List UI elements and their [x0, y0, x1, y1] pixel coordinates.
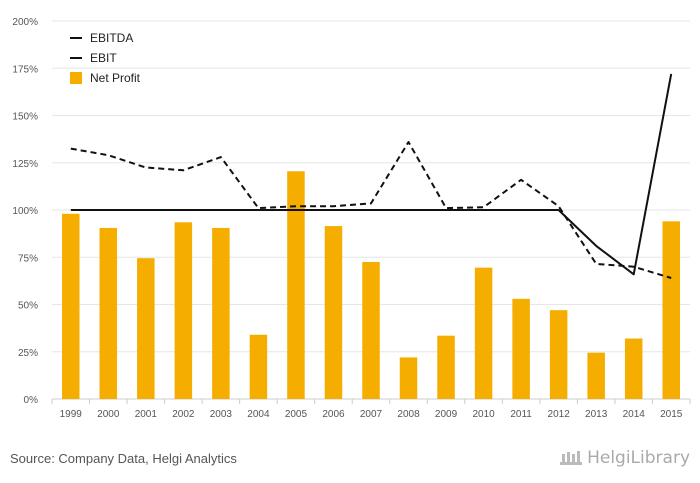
x-tick-label: 2007	[360, 409, 383, 420]
chart-legend: EBITDA EBIT Net Profit	[70, 28, 140, 88]
y-tick-label: 175%	[12, 64, 38, 75]
legend-item-ebitda: EBITDA	[70, 28, 140, 48]
x-tick-label: 2011	[510, 409, 532, 420]
bar-net-profit	[624, 338, 643, 399]
bar-net-profit	[249, 334, 268, 399]
bar-net-profit	[437, 335, 455, 399]
footer	[0, 440, 700, 483]
bar-net-profit	[549, 310, 568, 399]
line-ebitda	[70, 141, 672, 279]
source-note: Source: Company Data, Helgi Analytics	[10, 451, 237, 466]
x-tick-label: 2000	[97, 409, 120, 420]
x-tick-label: 2002	[172, 409, 195, 420]
legend-swatch-bar	[70, 72, 82, 84]
bar-net-profit	[399, 357, 418, 399]
legend-item-net-profit: Net Profit	[70, 68, 140, 88]
series-lines	[70, 73, 673, 279]
library-icon	[560, 451, 583, 465]
y-tick-label: 200%	[12, 17, 38, 28]
x-tick-label: 2014	[623, 409, 646, 420]
x-tick-label: 2010	[472, 409, 495, 420]
legend-swatch-dashed	[70, 37, 82, 39]
y-tick-label: 75%	[18, 253, 38, 264]
legend-label-ebitda: EBITDA	[90, 31, 134, 45]
y-tick-label: 50%	[18, 301, 38, 312]
bar-net-profit	[174, 222, 193, 399]
bar-net-profit	[362, 261, 380, 399]
x-axis-ticks: 1999 2000 2001 2002 2003 2004 2005 2006 2007 2008…	[51, 399, 691, 420]
legend-label-ebit: EBIT	[90, 51, 117, 65]
y-tick-label: 150%	[12, 112, 38, 123]
legend-swatch-solid	[70, 57, 82, 59]
line-ebit	[70, 73, 673, 276]
bar-net-profit	[587, 352, 605, 399]
bar-net-profit	[512, 298, 530, 399]
y-tick-label: 100%	[12, 206, 38, 217]
x-tick-label: 2006	[322, 409, 345, 420]
brand-logo: HelgiLibrary	[559, 448, 690, 468]
x-tick-label: 2001	[135, 409, 158, 420]
chart-canvas: 0% 25% 50% 75% 100% 125% 150% 175% 200% 1999 2000…	[12, 17, 691, 420]
legend-label-net-profit: Net Profit	[90, 71, 141, 85]
bar-net-profit	[474, 267, 493, 399]
x-tick-label: 2005	[285, 409, 308, 420]
x-tick-label: 2009	[435, 409, 458, 420]
y-tick-label: 0%	[24, 395, 39, 406]
brand-name: HelgiLibrary	[587, 448, 690, 468]
bar-net-profit	[137, 258, 155, 399]
x-tick-label: 1999	[60, 409, 83, 420]
y-axis-ticks: 0% 25% 50% 75% 100% 125% 150% 175% 200%	[12, 17, 38, 406]
x-tick-label: 2008	[397, 409, 420, 420]
x-tick-label: 2013	[585, 409, 608, 420]
y-tick-label: 125%	[12, 159, 38, 170]
bar-net-profit	[324, 226, 343, 399]
net-profit-bars	[62, 171, 680, 399]
x-tick-label: 2012	[548, 409, 571, 420]
x-tick-label: 2015	[660, 409, 683, 420]
bar-net-profit	[62, 213, 80, 399]
bar-net-profit	[212, 227, 230, 399]
bar-net-profit	[99, 227, 118, 399]
x-tick-label: 2003	[210, 409, 233, 420]
x-tick-label: 2004	[247, 409, 270, 420]
y-tick-label: 25%	[18, 348, 38, 359]
legend-item-ebit: EBIT	[70, 48, 140, 68]
bar-net-profit	[287, 171, 305, 399]
bar-net-profit	[662, 221, 680, 399]
